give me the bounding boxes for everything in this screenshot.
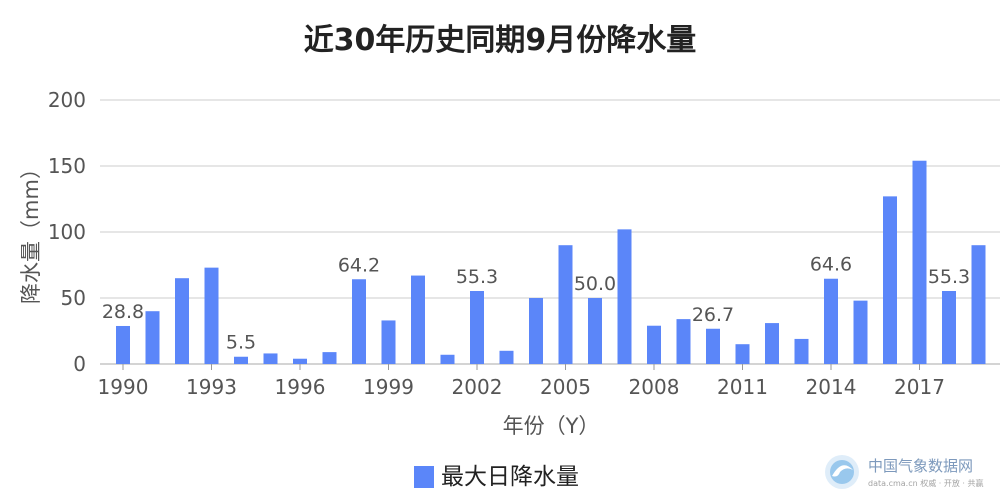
bar-1992 [175,278,189,364]
bar-2014 [824,278,838,364]
bar-2011 [735,344,750,364]
data-label: 64.2 [338,254,380,276]
data-label: 26.7 [692,304,734,326]
bar-2012 [765,323,779,364]
bar-2017 [912,160,927,364]
watermark: 中国气象数据网 data.cma.cn 权威 · 开放 · 共赢 [825,455,983,489]
grid [100,99,1000,365]
data-label: 64.6 [810,254,852,276]
bar-series [116,160,986,364]
y-tick-label: 100 [48,220,86,244]
data-label: 5.5 [226,332,256,354]
x-tick-label: 2017 [894,375,945,399]
bar-2001 [440,354,455,364]
data-label: 55.3 [456,266,498,288]
cma-logo-icon [825,455,859,489]
data-label: 55.3 [928,266,970,288]
bar-2010 [706,328,720,364]
x-tick-label: 1990 [98,375,149,399]
x-tick-label: 1996 [275,375,326,399]
y-axis: 0 50 100 150 200 [48,88,86,376]
bar-2016 [883,196,897,364]
watermark-subtext: data.cma.cn 权威 · 开放 · 共赢 [868,478,983,488]
y-tick-label: 0 [73,352,86,376]
x-tick-label: 1993 [186,375,237,399]
x-tick-label: 2008 [629,375,680,399]
bar-2015 [853,300,868,364]
data-label: 50.0 [574,273,616,295]
chart-title: 近30年历史同期9月份降水量 [304,23,697,58]
bar-1998 [352,279,366,364]
watermark-text: 中国气象数据网 [868,457,973,475]
bar-1994 [234,356,248,364]
x-tick-label: 2014 [806,375,857,399]
y-tick-label: 50 [61,286,86,310]
bar-2002 [470,291,484,364]
x-tick-label: 2011 [717,375,768,399]
bar-2009 [676,319,691,364]
bar-2003 [499,350,514,364]
legend: 最大日降水量 [414,464,579,490]
bar-2000 [411,275,425,364]
bar-2019 [971,245,986,364]
bar-2006 [588,298,602,364]
bar-2007 [617,229,632,364]
bar-1997 [322,352,337,364]
bar-1993 [204,267,219,364]
y-axis-label: 降水量（mm） [19,158,43,304]
bar-2005 [558,245,573,364]
y-tick-label: 150 [48,154,86,178]
x-axis-label: 年份（Y） [503,414,600,438]
data-label: 28.8 [102,301,144,323]
data-labels: 28.8 5.5 64.2 55.3 50.0 26.7 64.6 55.3 [102,254,970,354]
bar-1996 [293,358,307,364]
x-tick-label: 2005 [540,375,591,399]
bar-1999 [381,320,396,364]
legend-label: 最大日降水量 [441,464,579,490]
x-axis: 1990 1993 1996 1999 2002 2005 2008 2011 2014 2017 [98,364,945,399]
bar-1990 [116,325,130,364]
x-tick-label: 2002 [452,375,503,399]
bar-1991 [145,311,160,364]
bar-2013 [794,338,809,364]
bar-2018 [942,291,956,364]
x-tick-label: 1999 [363,375,414,399]
legend-swatch [414,466,434,488]
bar-2008 [647,325,661,364]
bar-1995 [263,353,278,364]
bar-2004 [529,298,543,364]
y-tick-label: 200 [48,88,86,112]
